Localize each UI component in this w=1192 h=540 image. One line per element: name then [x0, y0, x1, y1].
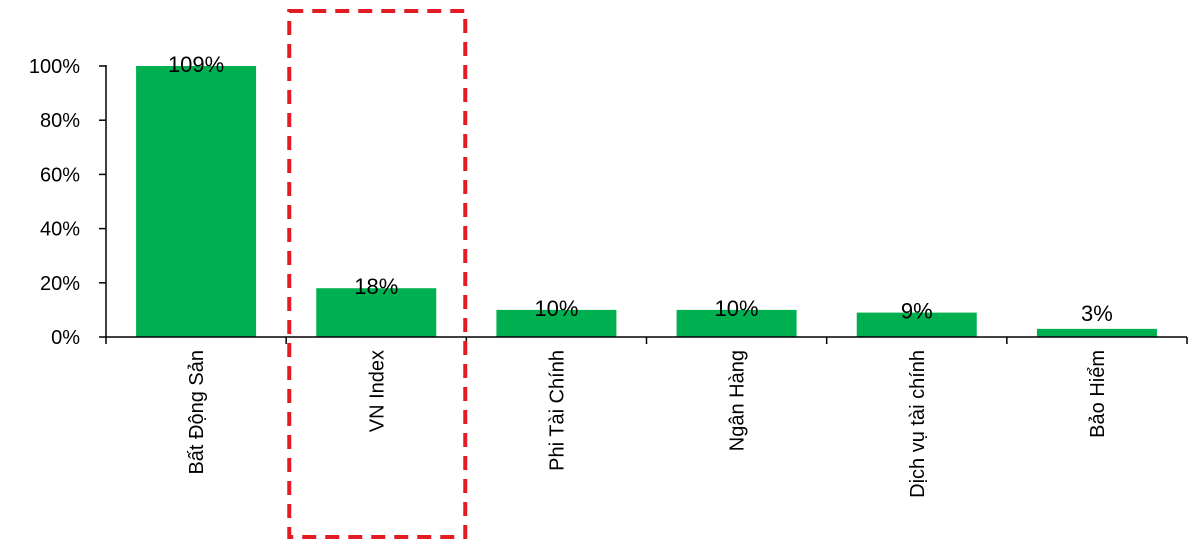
y-tick-label: 100% [29, 56, 80, 78]
bar-1 [136, 66, 257, 337]
bar-3 [496, 309, 617, 337]
data-label-6: 3% [1081, 301, 1113, 326]
y-tick-label: 0% [51, 327, 80, 349]
y-tick-label: 40% [40, 219, 80, 241]
bar-2 [316, 288, 437, 337]
x-tick-label-4: Ngân Hàng [727, 350, 749, 451]
x-tick-label-6: Bảo Hiểm [1087, 350, 1109, 438]
y-tick-label: 20% [40, 273, 80, 295]
y-tick-label: 60% [40, 164, 80, 186]
axes-group [99, 65, 1188, 344]
data-label-1: 109% [168, 52, 224, 77]
data-label-4: 10% [715, 296, 759, 321]
bars-group [136, 66, 1157, 337]
x-tick-label-1: Bất Động Sản [186, 350, 208, 475]
highlight-group [287, 9, 468, 539]
y-tick-label: 80% [40, 110, 80, 132]
bar-5 [856, 312, 977, 337]
bar-4 [676, 309, 797, 337]
x-tick-label-3: Phi Tài Chính [546, 350, 568, 471]
x-tick-labels: Bất Động Sản VN Index Phi Tài Chính Ngân Hà… [186, 350, 1109, 498]
data-label-3: 10% [534, 296, 578, 321]
data-label-5: 9% [901, 299, 933, 324]
bar-6 [1036, 328, 1157, 337]
data-labels: 109% 18% 10% 10% 9% 3% [168, 52, 1113, 326]
x-tick-label-2: VN Index [366, 350, 388, 432]
data-label-2: 18% [354, 274, 398, 299]
x-tick-label-5: Dịch vụ tài chính [907, 350, 929, 498]
y-tick-labels: 0% 20% 40% 60% 80% 100% [29, 56, 80, 349]
highlight-box [287, 9, 468, 539]
